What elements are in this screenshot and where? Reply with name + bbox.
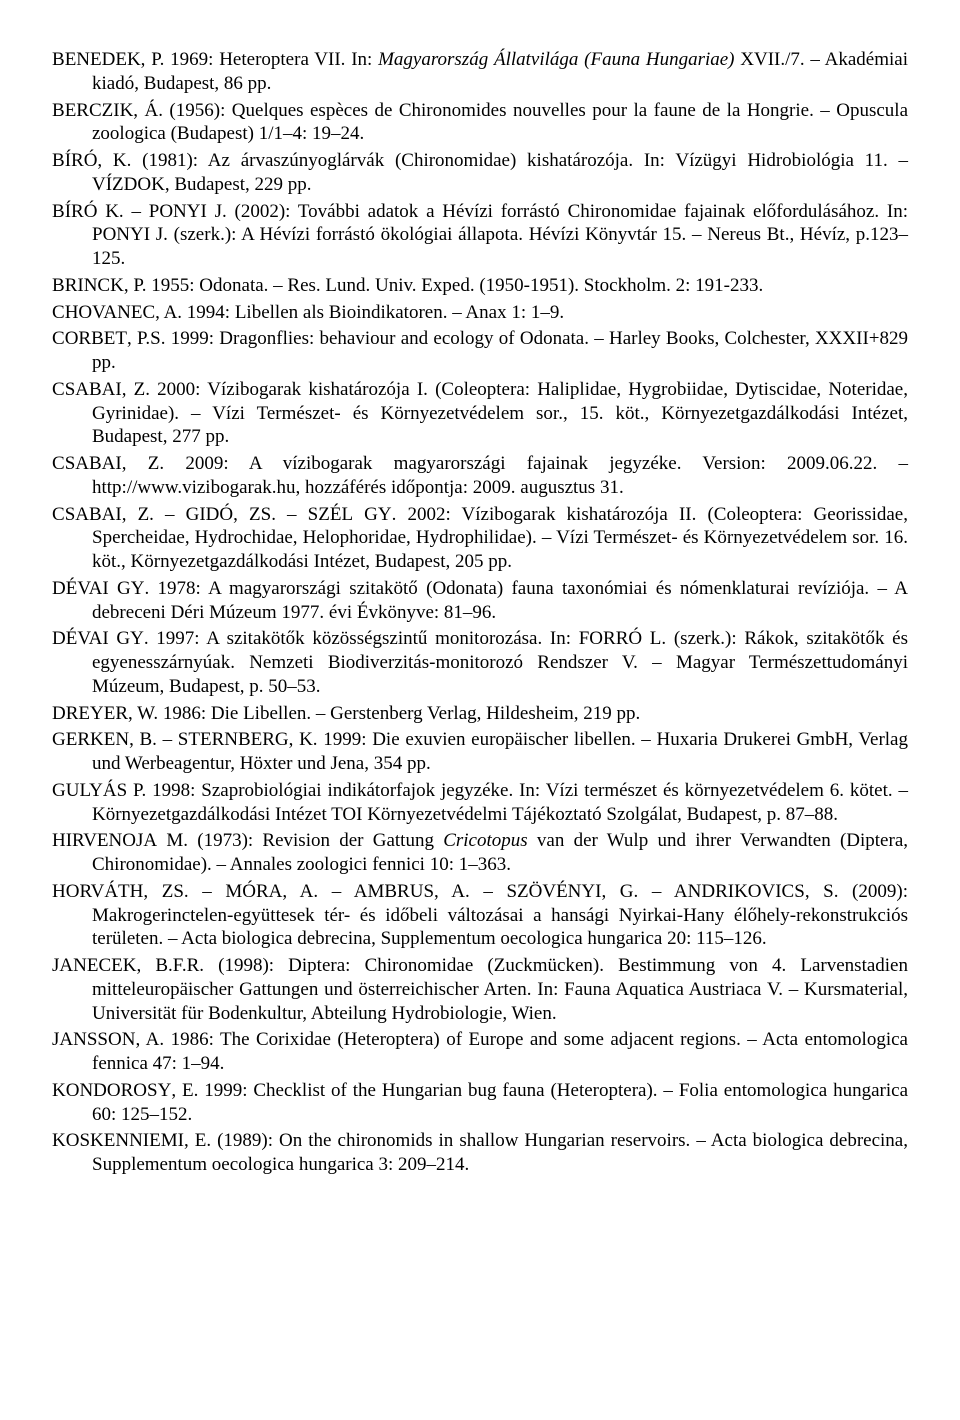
reference-entry: CSABAI, Z. 2009: A vízibogarak magyarors… [52,452,908,500]
reference-entry: HORVÁTH, ZS. – MÓRA, A. – AMBRUS, A. – S… [52,880,908,951]
reference-entry: HIRVENOJA M. (1973): Revision der Gattun… [52,829,908,877]
reference-entry: CHOVANEC, A. 1994: Libellen als Bioindik… [52,301,908,325]
reference-entry: BERCZIK, Á. (1956): Quelques espèces de … [52,99,908,147]
reference-entry: GULYÁS P. 1998: Szaprobiológiai indikáto… [52,779,908,827]
reference-entry: DREYER, W. 1986: Die Libellen. – Gersten… [52,702,908,726]
reference-entry: JANECEK, B.F.R. (1998): Diptera: Chirono… [52,954,908,1025]
reference-entry: BÍRÓ, K. (1981): Az árvaszúnyoglárvák (C… [52,149,908,197]
reference-list: BENEDEK, P. 1969: Heteroptera VII. In: M… [52,48,908,1177]
reference-entry: KOSKENNIEMI, E. (1989): On the chironomi… [52,1129,908,1177]
reference-entry: CORBET, P.S. 1999: Dragonflies: behaviou… [52,327,908,375]
reference-entry: CSABAI, Z. – GIDÓ, ZS. – SZÉL GY. 2002: … [52,503,908,574]
reference-entry: BRINCK, P. 1955: Odonata. – Res. Lund. U… [52,274,908,298]
reference-entry: DÉVAI GY. 1997: A szitakötők közösségszi… [52,627,908,698]
reference-entry: DÉVAI GY. 1978: A magyarországi szitaköt… [52,577,908,625]
reference-entry: JANSSON, A. 1986: The Corixidae (Heterop… [52,1028,908,1076]
reference-entry: BENEDEK, P. 1969: Heteroptera VII. In: M… [52,48,908,96]
reference-entry: KONDOROSY, E. 1999: Checklist of the Hun… [52,1079,908,1127]
reference-entry: GERKEN, B. – STERNBERG, K. 1999: Die exu… [52,728,908,776]
reference-entry: CSABAI, Z. 2000: Vízibogarak kishatározó… [52,378,908,449]
reference-entry: BÍRÓ K. – PONYI J. (2002): További adato… [52,200,908,271]
